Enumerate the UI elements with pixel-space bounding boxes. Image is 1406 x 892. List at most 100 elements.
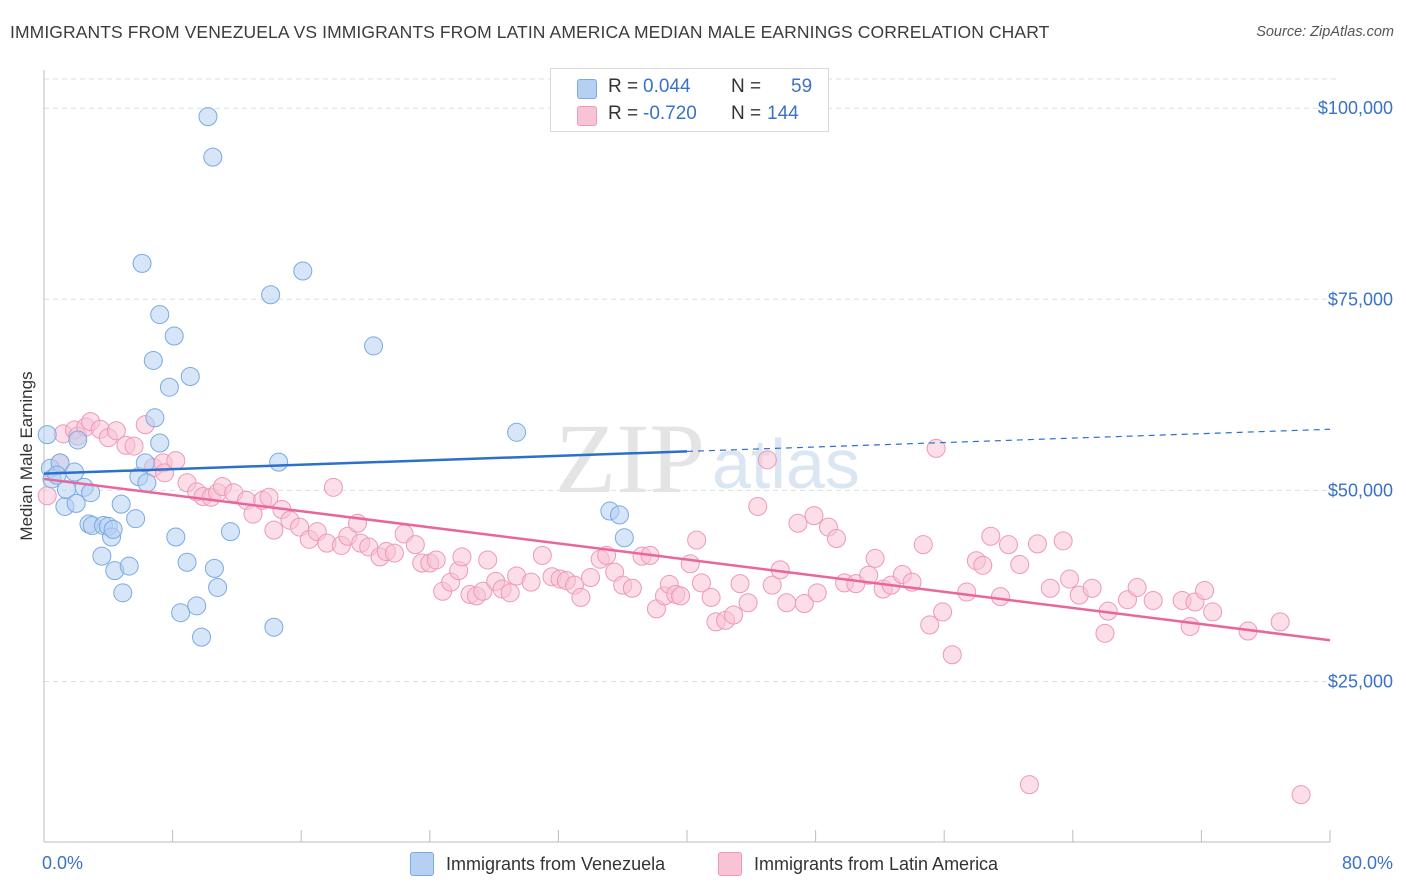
venezuela-point	[204, 558, 224, 578]
latin-america-point	[671, 586, 691, 606]
venezuela-point	[364, 336, 384, 356]
latin-america-trend-line	[43, 477, 1331, 642]
latin-america-point	[794, 594, 814, 614]
pink-swatch	[718, 852, 742, 876]
x-tick-label: 80.0%	[1342, 853, 1393, 873]
latin-america-point	[1019, 775, 1039, 795]
latin-america-point	[738, 593, 758, 613]
latin-america-point	[166, 451, 186, 471]
venezuela-point	[180, 367, 200, 387]
latin-america-point	[384, 543, 404, 563]
watermark-atlas: atlas	[712, 425, 860, 503]
latin-america-point	[1203, 602, 1223, 622]
latin-america-point	[687, 530, 707, 550]
latin-america-point	[581, 568, 601, 588]
pink-swatch	[577, 106, 597, 126]
latin-america-point	[730, 574, 750, 594]
venezuela-point	[203, 147, 223, 167]
venezuela-point	[66, 493, 86, 513]
r-label: R =	[608, 103, 639, 124]
latin-america-point	[323, 477, 343, 497]
latin-america-point	[933, 602, 953, 622]
latin-america-point	[926, 438, 946, 458]
venezuela-point	[150, 305, 170, 325]
venezuela-point	[132, 253, 152, 273]
r-label: R =	[608, 76, 639, 97]
legend-label: Immigrants from Latin America	[754, 853, 999, 874]
latin-america-point	[571, 587, 591, 607]
legend-label: Immigrants from Venezuela	[446, 853, 666, 874]
venezuela-trend-line	[43, 450, 688, 475]
trend-lines	[43, 428, 1331, 642]
venezuela-point	[103, 519, 123, 539]
venezuela-point	[119, 556, 139, 576]
latin-america-point	[1195, 581, 1215, 601]
latin-america-point	[990, 587, 1010, 607]
latin-america-point	[106, 421, 126, 441]
venezuela-point	[220, 522, 240, 542]
latin-america-point	[680, 554, 700, 574]
venezuela-point	[609, 505, 629, 525]
series-legend: Immigrants from Venezuela Immigrants fro…	[0, 852, 1406, 878]
n-value: 59	[791, 76, 813, 97]
latin-america-point	[1010, 555, 1030, 575]
venezuela-point	[68, 430, 88, 450]
latin-america-point	[762, 575, 782, 595]
venezuela-point	[293, 261, 313, 281]
chart-title: IMMIGRANTS FROM VENEZUELA VS IMMIGRANTS …	[10, 22, 1050, 42]
y-axis-title: Median Male Earnings	[17, 371, 36, 540]
blue-swatch	[577, 79, 597, 99]
latin-america-point	[1053, 531, 1073, 551]
latin-america-point	[264, 520, 284, 540]
latin-america-point	[452, 547, 472, 567]
y-tick-label: $50,000	[1328, 480, 1393, 500]
axis-labels: $25,000 $50,000 $75,000 $100,000 0.0% 80.0% Me…	[17, 98, 1393, 873]
venezuela-point	[192, 627, 212, 647]
y-tick-label: $75,000	[1328, 289, 1393, 309]
n-label: N =	[731, 76, 762, 97]
latin-america-point	[1180, 616, 1200, 636]
legend-item-venezuela: Immigrants from Venezuela	[410, 852, 665, 876]
latin-america-point	[1040, 578, 1060, 598]
venezuela-point	[208, 577, 228, 597]
venezuela-point	[507, 422, 527, 442]
venezuela-point	[111, 494, 131, 514]
venezuela-point	[164, 326, 184, 346]
n-value: 144	[767, 103, 799, 124]
venezuela-point	[113, 583, 133, 603]
latin-america-point	[807, 583, 827, 603]
latin-america-point	[691, 573, 711, 593]
latin-america-point	[1027, 534, 1047, 554]
latin-america-point	[1095, 623, 1115, 643]
data-points	[37, 107, 1311, 805]
venezuela-point	[92, 546, 112, 566]
venezuela-point	[614, 528, 634, 548]
venezuela-point	[145, 408, 165, 428]
latin-america-point	[999, 535, 1018, 555]
y-tick-label: $100,000	[1318, 98, 1393, 118]
venezuela-point	[177, 552, 197, 572]
latin-america-point	[748, 496, 768, 516]
legend-item-latin-america: Immigrants from Latin America	[718, 852, 998, 876]
watermark: ZIP atlas	[555, 403, 860, 514]
latin-america-point	[1291, 785, 1311, 805]
latin-america-point	[1082, 578, 1102, 598]
latin-america-point	[1270, 612, 1290, 632]
source-credit: Source: ZipAtlas.com	[1256, 24, 1394, 40]
venezuela-point	[261, 285, 281, 305]
venezuela-point	[37, 425, 57, 445]
latin-america-point	[826, 529, 846, 549]
latin-america-point	[724, 605, 744, 625]
latin-america-point	[981, 526, 1001, 546]
latin-america-point	[622, 578, 642, 598]
latin-america-point	[1143, 590, 1163, 610]
latin-america-point	[478, 550, 498, 570]
latin-america-point	[865, 548, 885, 568]
venezuela-point	[126, 509, 146, 529]
latin-america-point	[500, 583, 520, 603]
latin-america-point	[405, 535, 425, 555]
watermark-zip: ZIP	[555, 403, 705, 514]
correlation-legend: R = 0.044 N = 59 R = -0.720 N = 144	[550, 68, 829, 132]
venezuela-point	[269, 452, 289, 472]
latin-america-point	[757, 450, 777, 470]
